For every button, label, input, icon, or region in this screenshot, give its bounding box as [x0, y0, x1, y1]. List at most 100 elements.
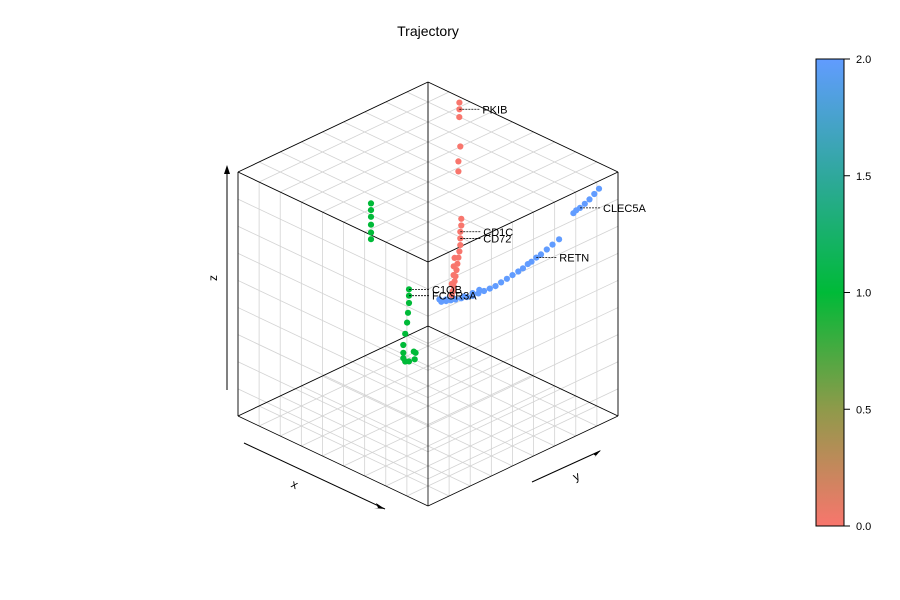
data-point: [448, 292, 455, 299]
grid-line: [301, 385, 492, 477]
data-point: [367, 221, 375, 228]
grid-line: [427, 198, 619, 290]
data-point: [400, 349, 407, 356]
data-point: [503, 275, 510, 282]
annotation-label: C1QB: [432, 284, 462, 296]
data-point: [570, 210, 577, 217]
grid-line: [343, 121, 534, 213]
grid-line: [322, 365, 513, 457]
data-point: [405, 358, 413, 365]
colorbar-tick-label: 1.5: [856, 171, 871, 183]
grid-line: [237, 280, 429, 371]
box-edge: [237, 81, 429, 173]
data-point: [367, 229, 375, 236]
annotation-label: CD1C: [483, 227, 513, 239]
data-point: [595, 185, 603, 192]
grid-line: [427, 280, 619, 371]
data-point: [410, 348, 417, 355]
data-point: [586, 196, 593, 203]
data-point: [519, 265, 527, 272]
grid-line: [343, 365, 534, 457]
grid-line: [237, 198, 429, 290]
grid-line: [427, 307, 619, 398]
data-point: [367, 213, 375, 220]
data-point: [450, 272, 457, 279]
data-point: [367, 207, 375, 214]
annotation-label: FCGR3A: [432, 291, 477, 303]
grid-line: [364, 355, 555, 447]
data-point: [456, 248, 463, 255]
grid-line: [280, 345, 471, 437]
grid-line: [237, 388, 429, 480]
colorbar-gradient: [815, 58, 845, 527]
box-edge: [427, 81, 619, 173]
grid-line: [322, 375, 513, 467]
box-edge: [237, 171, 429, 263]
grid-line: [258, 161, 450, 253]
x-axis-label: x: [289, 477, 300, 492]
data-point: [456, 114, 463, 121]
grid-line: [385, 151, 576, 243]
data-point: [543, 246, 550, 253]
grid-line: [258, 405, 450, 497]
data-point: [486, 285, 493, 292]
grid-line: [237, 225, 429, 317]
box-edge: [427, 171, 619, 263]
colorbar: 0.0 0.5 1.0 1.5 2.0: [815, 54, 871, 533]
colorbar-tick-label: 1.0: [856, 288, 871, 300]
data-point: [476, 286, 483, 293]
grid-line: [343, 375, 534, 467]
colorbar-tick-label: 2.0: [856, 54, 871, 66]
data-point: [549, 241, 556, 248]
data-point: [450, 263, 457, 270]
data-point: [591, 190, 598, 198]
y-axis-label: y: [571, 469, 582, 484]
data-point: [402, 330, 409, 337]
data-point: [404, 319, 411, 326]
data-point: [367, 236, 375, 243]
grid-line: [322, 131, 513, 223]
grid-line: [280, 395, 471, 487]
grid-line: [301, 355, 492, 447]
data-point: [411, 356, 418, 363]
box-edge: [427, 415, 619, 507]
grid-line: [406, 161, 598, 253]
colorbar-tick-label: 0.5: [856, 404, 871, 416]
data-point: [405, 299, 413, 307]
colorbar-tick-label: 0.0: [856, 521, 871, 533]
colorbar-ticks: 0.0 0.5 1.0 1.5 2.0: [844, 54, 871, 533]
data-point: [461, 293, 468, 300]
grid-line: [406, 91, 598, 183]
z-axis-label: z: [206, 275, 220, 281]
grid-line: [280, 101, 471, 193]
data-point: [458, 215, 465, 222]
data-point: [515, 268, 522, 275]
grid-line: [364, 385, 555, 477]
data-point: [457, 242, 464, 249]
grid-line: [237, 307, 429, 398]
data-point: [498, 279, 505, 286]
y-axis-arrowhead: [593, 450, 601, 458]
grid-line: [427, 388, 619, 480]
data-point: [455, 158, 462, 165]
data-point: [404, 309, 412, 316]
plot-box: [237, 81, 619, 507]
x-axis-arrow-line: [243, 442, 386, 510]
data-point: [556, 236, 563, 243]
data-point: [455, 168, 462, 175]
axes: x y z: [206, 165, 601, 510]
grid-line: [258, 335, 450, 427]
z-axis-arrowhead: [224, 165, 230, 174]
grid-line: [385, 345, 576, 437]
data-point: [581, 200, 588, 207]
grid-line: [322, 121, 513, 213]
grid-line: [237, 361, 429, 453]
data-point: [457, 143, 464, 150]
data-point: [480, 287, 488, 295]
grid-line: [364, 141, 555, 233]
grid-line: [427, 361, 619, 453]
data-point: [458, 222, 465, 229]
data-point: [469, 290, 476, 297]
data-point: [456, 99, 463, 106]
